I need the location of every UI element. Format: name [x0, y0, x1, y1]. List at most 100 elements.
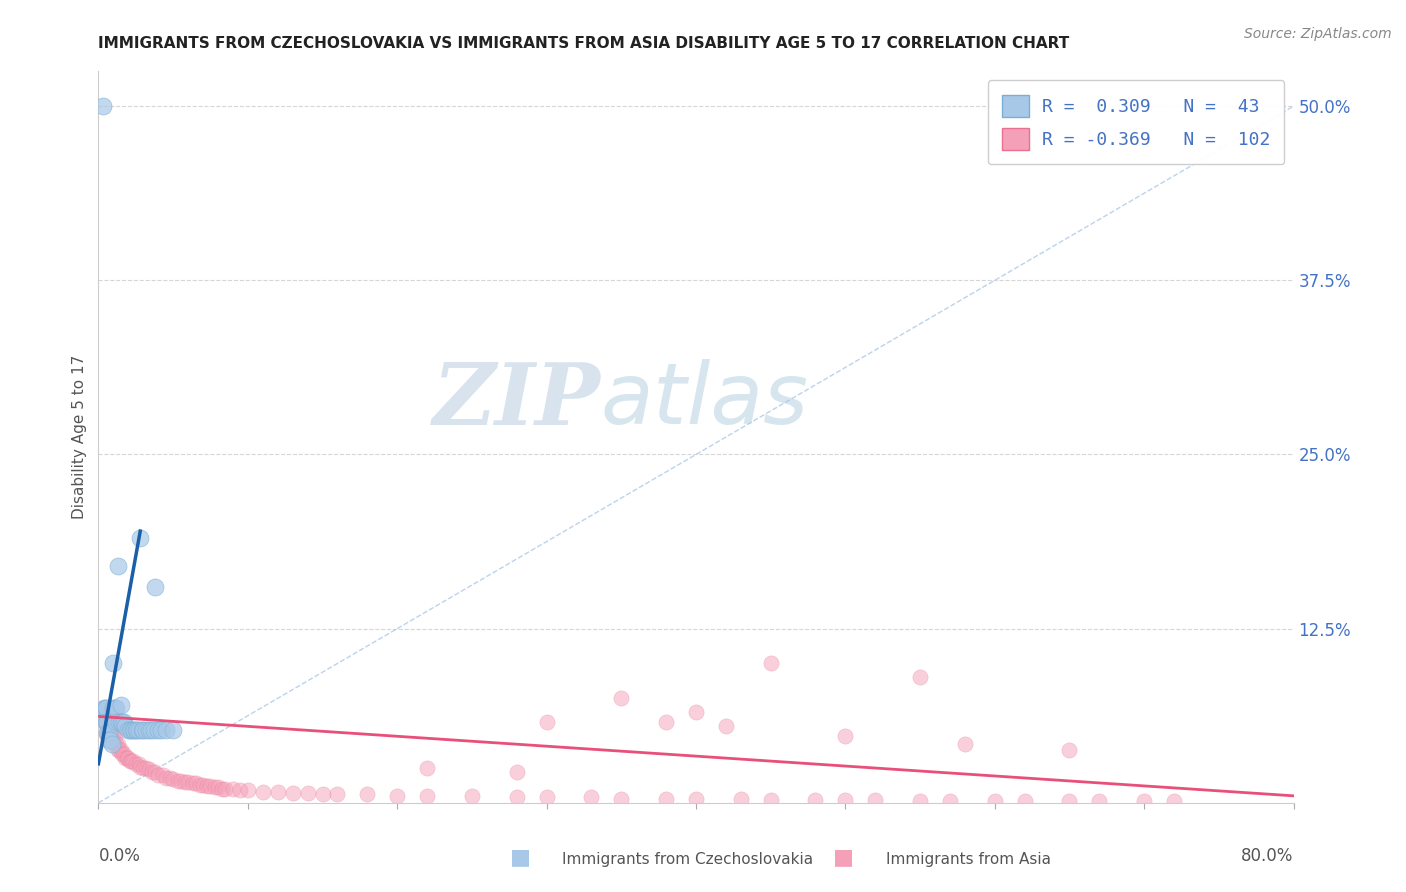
Point [114, 751, 136, 765]
Point [135, 723, 157, 738]
Point [107, 737, 129, 751]
Legend: R =  0.309   N =  43, R = -0.369   N =  102: R = 0.309 N = 43, R = -0.369 N = 102 [987, 80, 1285, 164]
Point [416, 761, 439, 775]
Point [110, 698, 132, 713]
Point [1059, 743, 1081, 757]
Point [908, 794, 931, 808]
Point [236, 783, 259, 797]
Point [141, 765, 163, 780]
Point [94, 701, 117, 715]
Point [108, 714, 131, 729]
Point [143, 580, 166, 594]
Point [110, 743, 132, 757]
Point [730, 791, 752, 805]
Point [139, 723, 162, 738]
Point [94, 701, 117, 715]
Point [97, 714, 120, 729]
Point [1088, 794, 1111, 808]
Point [506, 765, 529, 780]
Point [101, 729, 124, 743]
Point [461, 789, 484, 803]
Point [103, 729, 125, 743]
Point [114, 719, 136, 733]
Point [155, 723, 177, 738]
Text: Immigrants from Czechoslovakia: Immigrants from Czechoslovakia [562, 852, 814, 867]
Point [96, 714, 118, 729]
Point [148, 768, 170, 782]
Point [155, 771, 177, 785]
Point [143, 765, 166, 780]
Point [166, 773, 188, 788]
Point [169, 773, 191, 788]
Point [191, 778, 214, 792]
Point [177, 775, 200, 789]
Point [129, 759, 152, 773]
Point [211, 781, 233, 796]
Point [162, 772, 184, 786]
Point [96, 726, 118, 740]
Point [101, 719, 124, 733]
Point [148, 723, 170, 738]
Point [118, 754, 141, 768]
Text: ■: ■ [834, 847, 853, 867]
Text: 0.0%: 0.0% [98, 847, 141, 864]
Point [97, 726, 120, 740]
Point [125, 723, 148, 738]
Point [326, 788, 349, 802]
Point [91, 99, 114, 113]
Point [131, 723, 153, 738]
Text: atlas: atlas [600, 359, 808, 442]
Point [152, 768, 174, 782]
Point [96, 714, 118, 729]
Point [953, 737, 976, 751]
Point [908, 670, 931, 684]
Point [1163, 794, 1185, 808]
Point [94, 701, 117, 715]
Point [1133, 794, 1156, 808]
Point [120, 754, 142, 768]
Point [1014, 794, 1036, 808]
Point [204, 780, 226, 795]
Point [214, 781, 236, 796]
Point [128, 756, 150, 771]
Point [506, 790, 529, 805]
Point [105, 737, 128, 751]
Point [108, 743, 131, 757]
Point [834, 793, 856, 807]
Point [100, 726, 122, 740]
Point [118, 723, 141, 738]
Point [804, 793, 827, 807]
Point [181, 776, 204, 790]
Point [111, 714, 134, 729]
Point [132, 761, 155, 775]
Point [184, 776, 207, 790]
Point [96, 726, 118, 740]
Point [197, 779, 219, 793]
Point [281, 786, 304, 800]
Point [91, 701, 114, 715]
Point [207, 780, 229, 795]
Point [984, 794, 1007, 808]
Point [714, 719, 737, 733]
Point [150, 723, 173, 738]
Point [142, 723, 165, 738]
Point [104, 737, 127, 751]
Point [97, 726, 120, 740]
Point [107, 558, 129, 573]
Point [1059, 794, 1081, 808]
Point [125, 756, 148, 771]
Point [105, 714, 128, 729]
Point [385, 789, 409, 803]
Point [200, 779, 222, 793]
Point [129, 531, 152, 545]
Text: 80.0%: 80.0% [1241, 847, 1294, 864]
Point [865, 793, 887, 807]
Point [115, 751, 138, 765]
Point [93, 701, 115, 715]
Point [93, 714, 115, 729]
Text: ■: ■ [510, 847, 530, 867]
Point [356, 788, 378, 802]
Point [117, 751, 139, 765]
Point [104, 729, 127, 743]
Point [112, 714, 135, 729]
